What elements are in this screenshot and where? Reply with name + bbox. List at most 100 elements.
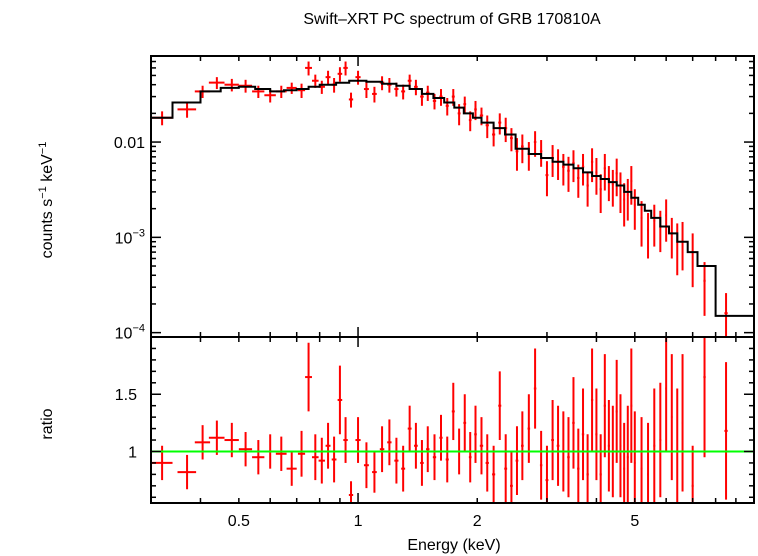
ratio-data-point bbox=[432, 434, 437, 481]
ratio-data-point bbox=[521, 411, 524, 481]
ratio-data-point bbox=[208, 420, 225, 455]
x-axis-label: Energy (keV) bbox=[407, 537, 500, 554]
ratio-data-point bbox=[363, 442, 369, 489]
ratio-data-point bbox=[556, 405, 560, 486]
spectrum-data-point bbox=[414, 79, 418, 96]
spectrum-data-point bbox=[533, 131, 537, 157]
spectrum-data-point bbox=[703, 262, 706, 316]
ratio-data-point bbox=[337, 365, 343, 435]
ratio-data-point bbox=[607, 399, 610, 492]
spectrum-data-point bbox=[607, 166, 610, 202]
spectrum-data-point bbox=[224, 78, 239, 92]
ratio-data-point bbox=[515, 426, 519, 495]
spectrum-data-point bbox=[556, 149, 560, 180]
spectrum-model-line bbox=[151, 79, 754, 317]
ratio-data-point bbox=[724, 362, 728, 500]
ratio-data-point bbox=[595, 388, 598, 481]
spectrum-data-point bbox=[633, 189, 636, 230]
spectrum-y-axis-label: counts s−1 keV−1 bbox=[37, 142, 56, 259]
ratio-data-point bbox=[343, 417, 348, 463]
ratio-data-point bbox=[331, 436, 337, 483]
ratio-data-point bbox=[311, 434, 319, 481]
ratio-data-point bbox=[252, 440, 265, 475]
ratio-data-point bbox=[177, 454, 197, 490]
ratio-data-point bbox=[599, 434, 602, 503]
ratio-y-tick-label: 1 bbox=[128, 444, 137, 461]
ratio-data-point bbox=[603, 354, 606, 458]
ratio-data-point bbox=[451, 382, 455, 441]
ratio-frame bbox=[150, 336, 755, 504]
spectrum-data-point bbox=[586, 171, 589, 207]
ratio-data-point bbox=[479, 417, 484, 475]
ratio-data-point bbox=[581, 388, 585, 481]
ratio-data-point bbox=[681, 354, 684, 492]
spectrum-data-point bbox=[432, 93, 437, 110]
ratio-data-point bbox=[468, 432, 472, 483]
ratio-data-point bbox=[615, 359, 618, 463]
ratio-data-point bbox=[401, 445, 406, 492]
ratio-data-point bbox=[305, 342, 312, 412]
spectrum-data-point bbox=[401, 84, 406, 100]
ratio-data-point bbox=[619, 394, 622, 498]
ratio-data-point bbox=[630, 348, 633, 463]
spectrum-y-tick-label: 10−4 bbox=[115, 323, 145, 343]
spectrum-y-tick-label: 10−3 bbox=[115, 227, 145, 247]
spectrum-data-point bbox=[691, 233, 694, 288]
spectrum-data-point bbox=[445, 97, 449, 116]
ratio-data-point bbox=[691, 445, 694, 503]
ratio-data-point bbox=[665, 337, 668, 452]
spectrum-data-point bbox=[640, 201, 643, 247]
ratio-data-point bbox=[640, 417, 643, 503]
spectrum-data-point bbox=[619, 172, 622, 214]
spectrum-data-point bbox=[363, 81, 369, 98]
ratio-data-point bbox=[297, 430, 306, 477]
ratio-data-point bbox=[586, 434, 589, 503]
spectrum-data-point bbox=[676, 223, 679, 276]
spectrum-data-point bbox=[626, 178, 629, 221]
x-tick-label: 1 bbox=[354, 513, 363, 530]
ratio-data-point bbox=[703, 337, 706, 458]
ratio-data-point bbox=[533, 348, 537, 429]
ratio-data-point bbox=[325, 422, 331, 469]
ratio-data-point bbox=[485, 434, 489, 492]
ratio-data-point bbox=[238, 432, 253, 467]
spectrum-data-point bbox=[647, 213, 650, 259]
x-tick-label: 0.5 bbox=[228, 513, 250, 530]
ratio-data-point bbox=[387, 419, 392, 466]
ratio-data-point bbox=[420, 440, 424, 486]
ratio-data-point bbox=[394, 437, 399, 484]
ratio-data-point bbox=[551, 399, 554, 481]
spectrum-data-point bbox=[252, 85, 265, 98]
spectrum-y-tick-label-exp: −3 bbox=[132, 227, 145, 239]
spectrum-data-point bbox=[577, 164, 580, 198]
spectrum-data-point bbox=[724, 293, 728, 337]
ratio-data-point bbox=[426, 426, 430, 473]
ratio-data-point bbox=[407, 405, 412, 452]
ratio-data-point bbox=[498, 371, 502, 441]
ratio-data-point bbox=[463, 394, 467, 452]
spectrum-data-point bbox=[485, 115, 489, 139]
x-tick-label: 5 bbox=[630, 513, 639, 530]
spectrum-data-point bbox=[337, 67, 343, 82]
spectrum-data-point bbox=[630, 166, 633, 205]
ratio-data-point bbox=[659, 382, 662, 498]
ratio-data-point bbox=[504, 434, 508, 503]
spectrum-y-tick-label-base: 10 bbox=[115, 326, 133, 343]
spectrum-data-point bbox=[177, 102, 197, 118]
spectrum-data-point bbox=[545, 161, 549, 197]
ratio-data-point bbox=[527, 394, 531, 463]
ratio-data-point bbox=[275, 436, 287, 471]
ratio-data-point bbox=[318, 437, 325, 484]
spectrum-data-point bbox=[498, 113, 502, 135]
spectrum-y-tick-label-base: 10 bbox=[115, 230, 133, 247]
spectrum-data-point bbox=[611, 169, 614, 207]
chart-title: Swift–XRT PC spectrum of GRB 170810A bbox=[303, 11, 601, 28]
spectrum-data-point bbox=[343, 61, 348, 76]
spectrum-data-point bbox=[348, 92, 354, 108]
ratio-data-point bbox=[577, 428, 580, 503]
ratio-data-point bbox=[653, 388, 656, 503]
ratio-data-point bbox=[545, 445, 549, 503]
ratio-data-point bbox=[355, 417, 361, 463]
spectrum-data-point bbox=[305, 61, 312, 76]
